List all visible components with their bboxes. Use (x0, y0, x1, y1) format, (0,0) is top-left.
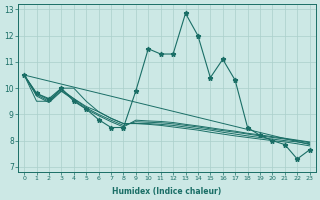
X-axis label: Humidex (Indice chaleur): Humidex (Indice chaleur) (112, 187, 221, 196)
